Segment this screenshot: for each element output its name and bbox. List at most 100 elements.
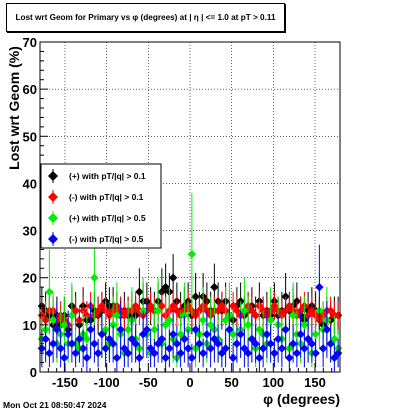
- data-point: [90, 273, 99, 282]
- data-point: [157, 287, 167, 297]
- legend-marker: [48, 213, 58, 223]
- legend: (+) with pT/|q| > 0.1 (-) with pT/|q| > 0…: [40, 163, 162, 249]
- data-point: [217, 301, 227, 311]
- data-point: [97, 301, 107, 311]
- data-point: [127, 334, 137, 344]
- data-point: [52, 325, 62, 334]
- data-point: [326, 339, 335, 348]
- data-point: [183, 344, 193, 353]
- data-point: [165, 344, 174, 353]
- data-point: [142, 325, 152, 334]
- data-point: [60, 353, 69, 363]
- data-point: [213, 339, 223, 348]
- data-point: [255, 325, 264, 334]
- x-axis-label: φ (degrees): [263, 391, 340, 407]
- data-point: [232, 306, 242, 315]
- data-point: [45, 348, 54, 358]
- data-point: [210, 282, 219, 292]
- data-point: [217, 348, 227, 358]
- data-point: [48, 339, 58, 348]
- data-point: [251, 339, 260, 348]
- data-point: [105, 334, 114, 344]
- data-point: [288, 311, 298, 320]
- data-point: [176, 330, 185, 339]
- data-point: [270, 301, 279, 311]
- data-point: [138, 330, 148, 339]
- data-point: [101, 325, 110, 334]
- data-point: [247, 334, 257, 344]
- data-point: [135, 353, 144, 363]
- data-point: [187, 249, 197, 259]
- data-point: [303, 334, 313, 344]
- legend-label: (-) with pT/|q| > 0.1: [69, 192, 144, 202]
- data-point: [123, 325, 133, 334]
- data-point: [240, 306, 249, 315]
- data-point: [228, 353, 238, 363]
- data-point: [56, 344, 65, 353]
- data-point: [187, 353, 197, 363]
- data-point: [168, 273, 178, 282]
- x-tick-label: 150: [304, 375, 326, 390]
- data-point: [172, 306, 182, 315]
- y-axis-label: Lost wrt Geom (%): [6, 46, 22, 170]
- data-point: [202, 330, 212, 339]
- data-point: [146, 301, 155, 311]
- data-point: [292, 348, 302, 358]
- x-tick-label: 50: [224, 375, 238, 390]
- data-point: [165, 315, 174, 325]
- data-point: [247, 306, 257, 315]
- data-point: [315, 282, 324, 292]
- data-point: [198, 348, 208, 358]
- legend-label: (-) with pT/|q| > 0.5: [69, 234, 144, 244]
- data-point: [97, 330, 107, 339]
- data-point: [41, 334, 50, 344]
- data-point: [195, 339, 204, 348]
- y-tick-label: 70: [23, 35, 37, 50]
- data-point: [71, 306, 80, 315]
- data-point: [300, 344, 309, 353]
- data-point: [285, 301, 294, 311]
- data-point: [172, 339, 182, 348]
- data-point: [75, 334, 84, 344]
- data-point: [251, 311, 260, 320]
- data-point: [311, 330, 320, 339]
- x-tick-label: 0: [186, 375, 193, 390]
- data-point: [255, 353, 264, 363]
- data-point: [206, 320, 215, 330]
- x-tick-label: -100: [94, 375, 120, 390]
- data-point: [322, 325, 332, 334]
- data-point: [82, 334, 92, 344]
- data-point: [153, 339, 163, 348]
- data-point: [82, 353, 92, 363]
- data-point: [180, 334, 189, 344]
- data-point: [150, 348, 159, 358]
- data-point: [93, 348, 103, 358]
- data-point: [45, 287, 54, 297]
- data-point: [48, 315, 58, 325]
- data-point: [93, 306, 103, 315]
- y-tick-label: 30: [23, 224, 37, 239]
- y-tick-label: 20: [23, 271, 37, 286]
- data-point: [78, 344, 88, 353]
- data-point: [120, 344, 129, 353]
- data-point: [300, 320, 309, 330]
- data-point: [67, 339, 77, 348]
- data-point: [266, 339, 275, 348]
- data-point: [225, 325, 234, 334]
- data-point: [67, 311, 77, 320]
- data-point: [228, 301, 238, 311]
- chart-title: Lost wrt Geom for Primary vs φ (degrees)…: [15, 13, 276, 22]
- x-tick-label: -50: [139, 375, 158, 390]
- data-point: [37, 344, 47, 353]
- data-point: [266, 315, 275, 325]
- legend-marker: [48, 171, 58, 181]
- data-point: [168, 301, 178, 311]
- data-point: [112, 311, 122, 320]
- timestamp: Mon Oct 21 08:50:47 2024: [3, 400, 107, 410]
- data-point: [63, 330, 73, 339]
- x-tick-label: 100: [262, 375, 284, 390]
- data-point: [191, 292, 200, 301]
- legend-marker: [48, 192, 58, 202]
- data-point: [108, 320, 118, 330]
- data-point: [307, 339, 317, 348]
